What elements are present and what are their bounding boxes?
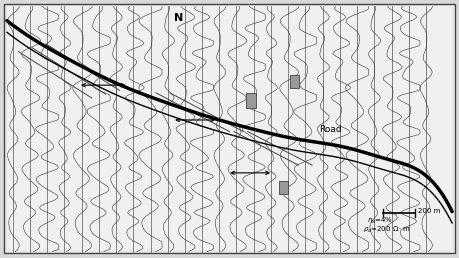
Text: $\eta_a$=4%: $\eta_a$=4% xyxy=(367,215,393,226)
Text: $\rho_a$=200 $\Omega\cdot$m: $\rho_a$=200 $\Omega\cdot$m xyxy=(363,224,410,235)
Text: 200 m: 200 m xyxy=(418,208,440,214)
Text: Road: Road xyxy=(319,125,341,133)
FancyBboxPatch shape xyxy=(4,4,455,253)
FancyBboxPatch shape xyxy=(246,93,256,108)
Text: N: N xyxy=(174,13,184,23)
FancyBboxPatch shape xyxy=(7,6,452,250)
FancyBboxPatch shape xyxy=(290,75,299,88)
FancyBboxPatch shape xyxy=(279,181,288,194)
